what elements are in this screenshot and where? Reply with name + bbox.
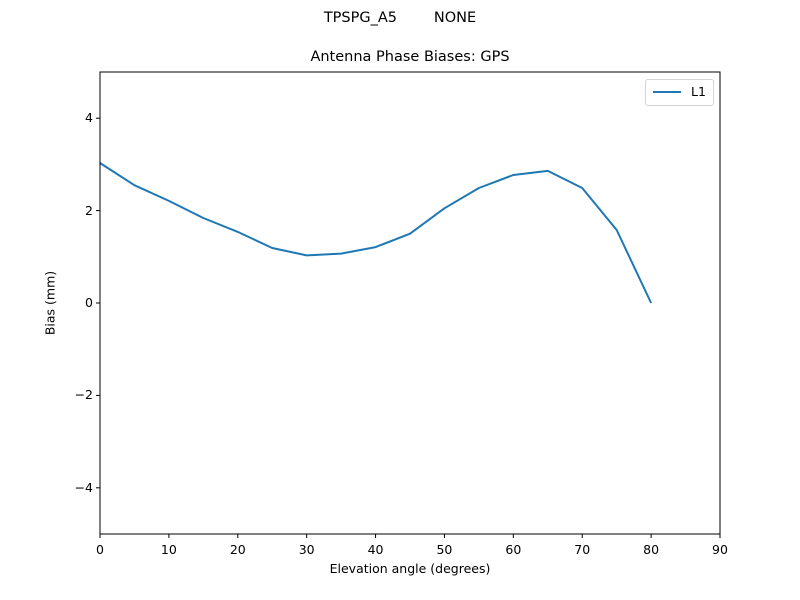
legend-label-l1: L1 xyxy=(691,84,706,99)
x-tick-label: 20 xyxy=(229,542,246,557)
x-tick-label: 0 xyxy=(96,542,104,557)
x-axis-label: Elevation angle (degrees) xyxy=(329,561,491,576)
y-tick-label: −4 xyxy=(74,479,93,495)
x-tick-label: 30 xyxy=(298,542,315,557)
chart-title: Antenna Phase Biases: GPS xyxy=(310,49,510,65)
axes-frame xyxy=(99,71,721,535)
figure-suptitle: TPSPG_A5 NONE xyxy=(323,10,477,26)
y-tick-label: −2 xyxy=(74,387,93,403)
y-tick-label: 4 xyxy=(85,110,93,126)
legend: L1 xyxy=(645,79,714,106)
y-tick-label: 2 xyxy=(85,202,93,218)
x-tick-label: 90 xyxy=(712,542,728,557)
x-tick-label: 70 xyxy=(574,542,591,557)
y-axis-label: Bias (mm) xyxy=(42,270,58,336)
x-tick-label: 60 xyxy=(505,542,522,557)
x-tick-label: 40 xyxy=(367,542,384,557)
series-line xyxy=(99,162,653,304)
x-tick-label: 50 xyxy=(436,542,453,557)
x-tick-label: 10 xyxy=(160,542,177,557)
x-tick-label: 80 xyxy=(643,542,660,557)
y-tick-label: 0 xyxy=(85,295,93,310)
legend-line-swatch xyxy=(653,91,681,93)
